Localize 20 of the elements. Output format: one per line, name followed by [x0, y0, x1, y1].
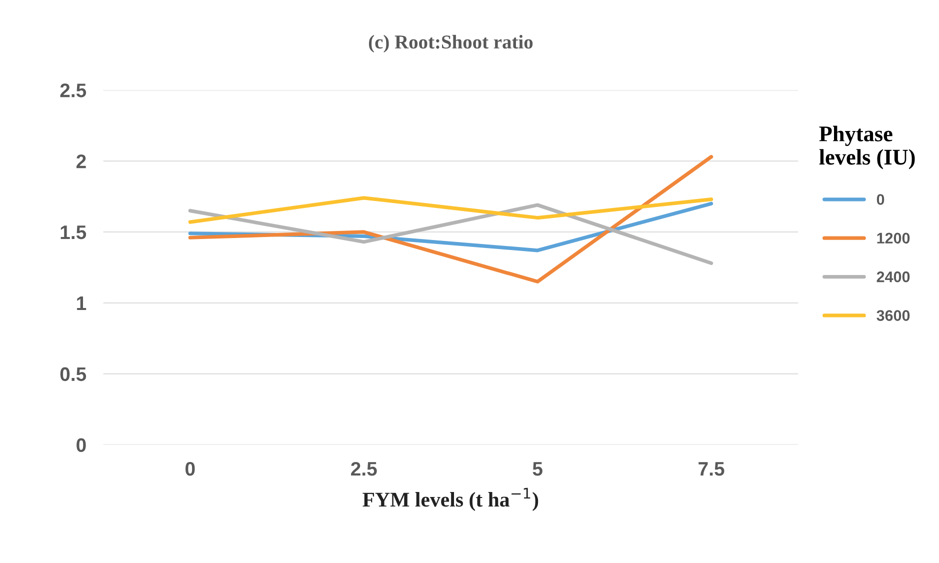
y-tick-label: 0: [76, 438, 86, 452]
y-tick-label: 1.5: [60, 226, 86, 240]
y-tick-label: 2.5: [60, 84, 86, 98]
legend-label: 1200: [877, 232, 910, 244]
legend-label: 2400: [876, 271, 910, 282]
legend-title: Phytase levels (IU): [819, 126, 915, 170]
y-tick-label: 0.5: [60, 367, 86, 382]
x-tick-label: 2.5: [351, 462, 377, 476]
legend-label: 3600: [876, 310, 910, 321]
line-series: [188, 196, 714, 224]
x-tick-label: 7.5: [698, 462, 724, 476]
chart-title: (c) Root:Shoot ratio: [368, 34, 533, 53]
x-tick-label: 0: [186, 462, 195, 476]
line-series: [188, 154, 714, 284]
y-tick-label: 1: [77, 296, 86, 310]
y-tick-label: 2: [76, 154, 86, 168]
x-axis-title: FYM levels (t ha$^{−1}$): [362, 488, 538, 511]
legend-label: 0: [876, 194, 884, 205]
line-series: [188, 203, 714, 265]
x-tick-label: 5: [532, 462, 542, 476]
